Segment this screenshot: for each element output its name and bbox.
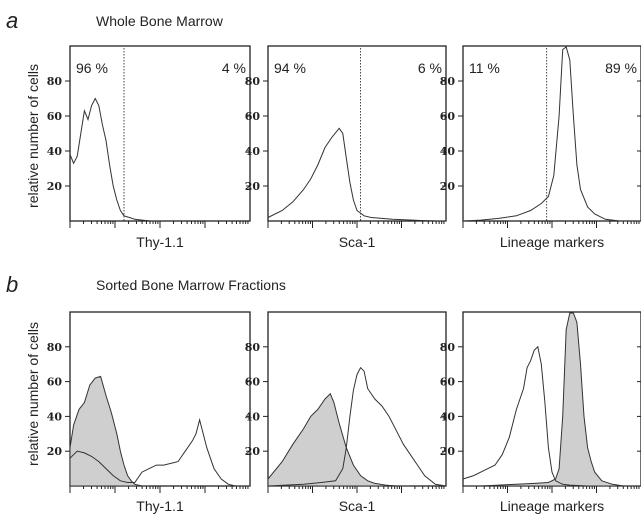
panel-a1-ytick-label-60: 60 [47,110,63,123]
figure-titles: a Whole Bone Marrow b Sorted Bone Marrow… [6,8,286,466]
panel-a2-ytick-label-60: 60 [245,110,261,123]
row-a-letter: a [6,8,18,33]
panel-a2: 20 40 60 80 94 % 6 % Sca-1 [245,45,447,250]
panel-b1-ytick-label-20: 20 [47,445,63,458]
panel-b1-ytick-label-40: 40 [47,410,63,423]
panel-b3-ytick-label-20: 20 [440,445,456,458]
panel-b2: 20 40 60 80 Sca-1 [245,311,447,514]
panel-b3-ytick-label-80: 80 [440,341,456,354]
panel-a1-series-0-curve [69,97,160,222]
panel-b1-series-0-filled-curve [69,375,150,487]
panel-a1-ytick-label-20: 20 [47,180,63,193]
panel-a3-ytick-label-40: 40 [440,145,456,158]
panel-a3-series-0-curve [462,46,641,222]
panel-b3-frame [462,311,641,487]
panel-a3-ytick-label-20: 20 [440,180,456,193]
panel-b3-series-1-curve [462,345,641,487]
panel-a2-annotation-right: 6 % [418,60,442,76]
panel-b1-series-1-curve [69,417,250,487]
row-a-title: Whole Bone Marrow [96,13,224,29]
panel-a3: 20 40 60 80 11 % 89 % Lineage markers [440,45,641,250]
panel-b3-ytick-label-60: 60 [440,376,456,389]
panel-b2-series-1-curve [267,366,447,487]
panel-b2-series-0-filled-curve [267,392,411,487]
panel-b1-ytick-label-60: 60 [47,376,63,389]
panel-a1-annotation-left: 96 % [76,60,108,76]
panel-a3-annotation-left: 11 % [469,60,500,76]
panel-a2-ytick-label-20: 20 [245,180,261,193]
panel-a1-ytick-label-40: 40 [47,145,63,158]
panel-a3-ytick-label-80: 80 [440,75,456,88]
panel-b1-xlabel: Thy-1.1 [136,498,184,514]
panel-b3-series-0-filled-curve [463,312,641,487]
panel-a1-ytick-label-80: 80 [47,75,63,88]
panel-a3-xlabel: Lineage markers [500,234,604,250]
panel-b2-ytick-label-20: 20 [245,445,261,458]
panel-b3-ytick-label-40: 40 [440,410,456,423]
panel-b2-xlabel: Sca-1 [339,498,376,514]
panel-b1: 20 40 60 80 Thy-1.1 [47,311,251,514]
panel-a1-annotation-right: 4 % [222,60,246,76]
histogram-panels: 20 40 60 80 96 % 4 % Thy-1.1 20 40 60 80 94 % 6 % Sca… [47,45,641,514]
panel-b2-ytick-label-60: 60 [245,376,261,389]
panel-b2-ytick-label-80: 80 [245,341,261,354]
panel-b2-ytick-label-40: 40 [245,410,261,423]
panel-a2-ytick-label-40: 40 [245,145,261,158]
panel-b3-xlabel: Lineage markers [500,498,604,514]
panel-b3: 20 40 60 80 Lineage markers [440,311,641,514]
panel-a1-xlabel: Thy-1.1 [136,234,184,250]
row-b-title: Sorted Bone Marrow Fractions [96,277,286,293]
panel-a3-annotation-right: 89 % [605,60,637,76]
panel-a2-annotation-left: 94 % [274,60,306,76]
panel-b1-ytick-label-80: 80 [47,341,63,354]
row-a-ylabel: relative number of cells [25,64,41,208]
row-b-letter: b [6,272,18,297]
panel-a2-series-0-curve [267,127,446,222]
panel-a3-ytick-label-60: 60 [440,110,456,123]
row-b-ylabel: relative number of cells [25,322,41,466]
panel-a2-ytick-label-80: 80 [245,75,261,88]
panel-a2-xlabel: Sca-1 [339,234,376,250]
panel-a1: 20 40 60 80 96 % 4 % Thy-1.1 [47,45,251,250]
